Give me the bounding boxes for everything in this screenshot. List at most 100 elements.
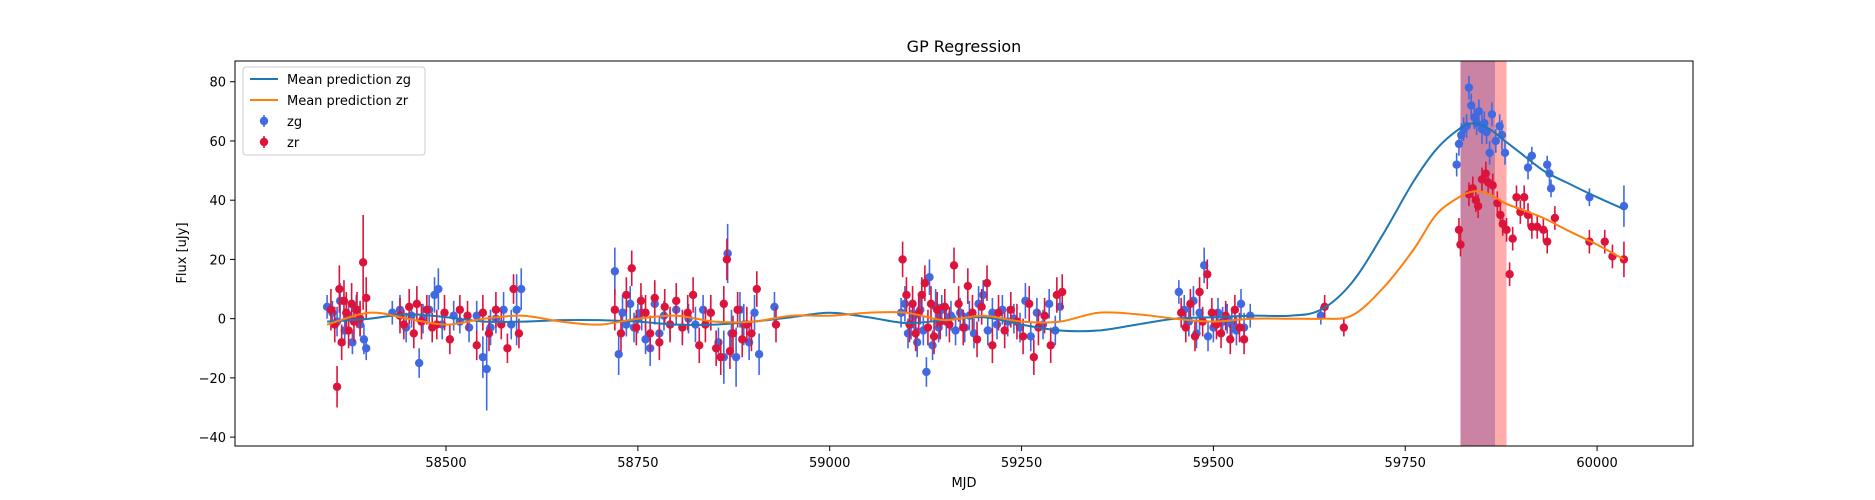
data-point	[977, 302, 986, 312]
data-point	[912, 338, 922, 347]
data-point	[672, 296, 681, 306]
data-point	[922, 367, 931, 377]
data-point	[332, 382, 342, 391]
data-point	[1543, 237, 1552, 246]
data-point	[902, 290, 911, 300]
data-point	[949, 261, 959, 270]
data-point	[484, 329, 494, 338]
data-point	[951, 326, 960, 335]
data-point	[711, 344, 721, 353]
y-tick-label: 80	[209, 76, 226, 91]
data-point	[719, 299, 729, 309]
data-point	[1505, 270, 1514, 279]
data-point	[1186, 299, 1195, 309]
data-point	[898, 255, 907, 264]
y-axis: −40 −20 0 20 40 60 80	[199, 76, 235, 446]
data-point	[1203, 332, 1213, 341]
chart-title: GP Regression	[907, 37, 1022, 56]
plot-area	[235, 61, 1693, 446]
data-point	[650, 293, 659, 303]
mean-prediction-lines	[326, 122, 1625, 333]
data-point	[478, 308, 488, 317]
y-tick-label: 20	[209, 253, 226, 268]
data-point	[610, 305, 620, 314]
data-point	[945, 320, 954, 329]
data-point	[1040, 311, 1049, 320]
data-point	[618, 308, 627, 317]
data-point	[738, 335, 747, 344]
data-point	[1203, 270, 1212, 279]
data-point	[1539, 225, 1548, 235]
data-point	[733, 305, 742, 314]
data-point	[1239, 335, 1249, 344]
data-point	[750, 308, 759, 317]
data-point	[409, 329, 418, 338]
data-point	[1467, 101, 1476, 110]
data-point	[988, 308, 997, 317]
data-point	[614, 349, 623, 359]
data-point	[728, 329, 738, 338]
data-point	[1512, 193, 1521, 202]
data-point	[716, 352, 725, 362]
data-point	[412, 299, 422, 309]
data-point	[926, 299, 936, 309]
y-tick-label: 40	[209, 194, 226, 209]
y-tick-label: 0	[218, 313, 226, 328]
data-point	[422, 305, 432, 314]
data-point	[1546, 184, 1556, 193]
data-point	[978, 290, 988, 300]
data-point	[932, 305, 942, 314]
data-point	[1500, 148, 1510, 158]
data-point	[731, 352, 741, 362]
data-point	[478, 352, 488, 362]
data-point	[399, 320, 409, 329]
data-point	[622, 320, 631, 329]
data-point	[982, 278, 992, 288]
data-point	[1502, 225, 1511, 235]
x-axis: 58500 58750 59000 59250 59500 59750 60000	[425, 446, 1618, 471]
data-point	[517, 284, 526, 294]
data-point	[1488, 181, 1497, 190]
data-point	[928, 341, 937, 350]
data-point	[660, 302, 669, 312]
data-point	[972, 335, 982, 344]
data-point	[358, 258, 368, 267]
y-tick-label: 60	[209, 135, 226, 150]
data-point	[1491, 136, 1500, 146]
data-point	[1508, 234, 1517, 243]
data-point	[616, 329, 626, 338]
data-point	[404, 302, 414, 312]
data-point	[625, 299, 635, 309]
data-point	[1482, 127, 1491, 137]
data-point	[482, 364, 491, 374]
legend: Mean prediction zg Mean prediction zr zg zr	[242, 66, 426, 156]
data-point	[920, 278, 930, 288]
data-point	[1018, 332, 1028, 341]
x-tick-label: 59250	[1001, 456, 1042, 471]
data-point	[1527, 151, 1537, 160]
data-point	[1619, 255, 1629, 264]
data-point	[632, 323, 641, 332]
data-point	[706, 308, 715, 317]
data-point	[1046, 341, 1055, 350]
data-point	[683, 308, 692, 317]
data-point	[771, 320, 781, 329]
data-point	[959, 323, 968, 332]
y-tick-label: −20	[199, 372, 226, 387]
data-point	[1474, 107, 1484, 116]
data-point	[1058, 287, 1067, 297]
data-point	[1519, 193, 1529, 202]
data-point	[992, 320, 1002, 329]
data-point	[362, 293, 371, 303]
data-point	[770, 302, 779, 312]
data-point	[923, 323, 933, 332]
data-point	[1452, 160, 1461, 169]
data-point	[908, 299, 917, 309]
y-axis-label: Flux [uJy]	[175, 222, 190, 283]
data-point	[929, 332, 939, 341]
data-point	[752, 284, 762, 294]
data-point	[509, 284, 518, 294]
data-point	[622, 290, 631, 300]
data-point	[688, 290, 698, 300]
data-point	[1176, 308, 1186, 317]
